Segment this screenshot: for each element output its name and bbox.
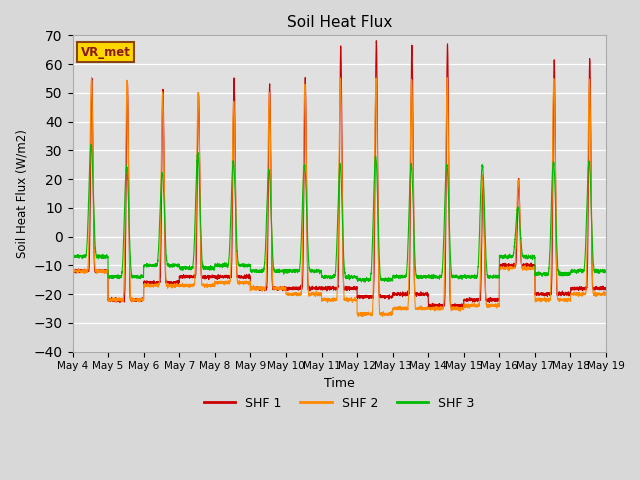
SHF 2 (379, 313, 387, 319)
SHF 1 (425, 305, 433, 311)
SHF 1 (68, 267, 76, 273)
SHF 3 (602, 267, 610, 273)
Text: VR_met: VR_met (81, 46, 131, 59)
SHF 3 (164, 263, 172, 269)
SHF 1 (372, 38, 380, 44)
SHF 1 (490, 296, 497, 302)
SHF 2 (319, 297, 327, 303)
SHF 3 (490, 273, 497, 278)
Line: SHF 3: SHF 3 (72, 144, 606, 282)
SHF 1 (602, 285, 610, 290)
SHF 3 (319, 274, 327, 279)
SHF 3 (68, 254, 76, 260)
SHF 3 (87, 141, 95, 147)
SHF 1 (602, 286, 609, 291)
Title: Soil Heat Flux: Soil Heat Flux (287, 15, 392, 30)
SHF 2 (602, 292, 610, 298)
SHF 2 (164, 282, 172, 288)
Y-axis label: Soil Heat Flux (W/m2): Soil Heat Flux (W/m2) (15, 129, 28, 258)
SHF 2 (444, 75, 451, 81)
SHF 2 (459, 305, 467, 311)
SHF 3 (602, 269, 609, 275)
SHF 1 (459, 303, 467, 309)
SHF 2 (490, 303, 497, 309)
SHF 3 (429, 274, 437, 280)
Line: SHF 1: SHF 1 (72, 41, 606, 308)
SHF 1 (429, 303, 437, 309)
SHF 2 (429, 304, 437, 310)
SHF 3 (362, 279, 369, 285)
SHF 3 (459, 274, 467, 279)
SHF 1 (164, 279, 172, 285)
SHF 2 (68, 268, 76, 274)
Legend: SHF 1, SHF 2, SHF 3: SHF 1, SHF 2, SHF 3 (199, 392, 479, 415)
X-axis label: Time: Time (324, 377, 355, 390)
Line: SHF 2: SHF 2 (72, 78, 606, 316)
SHF 1 (319, 285, 327, 291)
SHF 2 (602, 291, 609, 297)
